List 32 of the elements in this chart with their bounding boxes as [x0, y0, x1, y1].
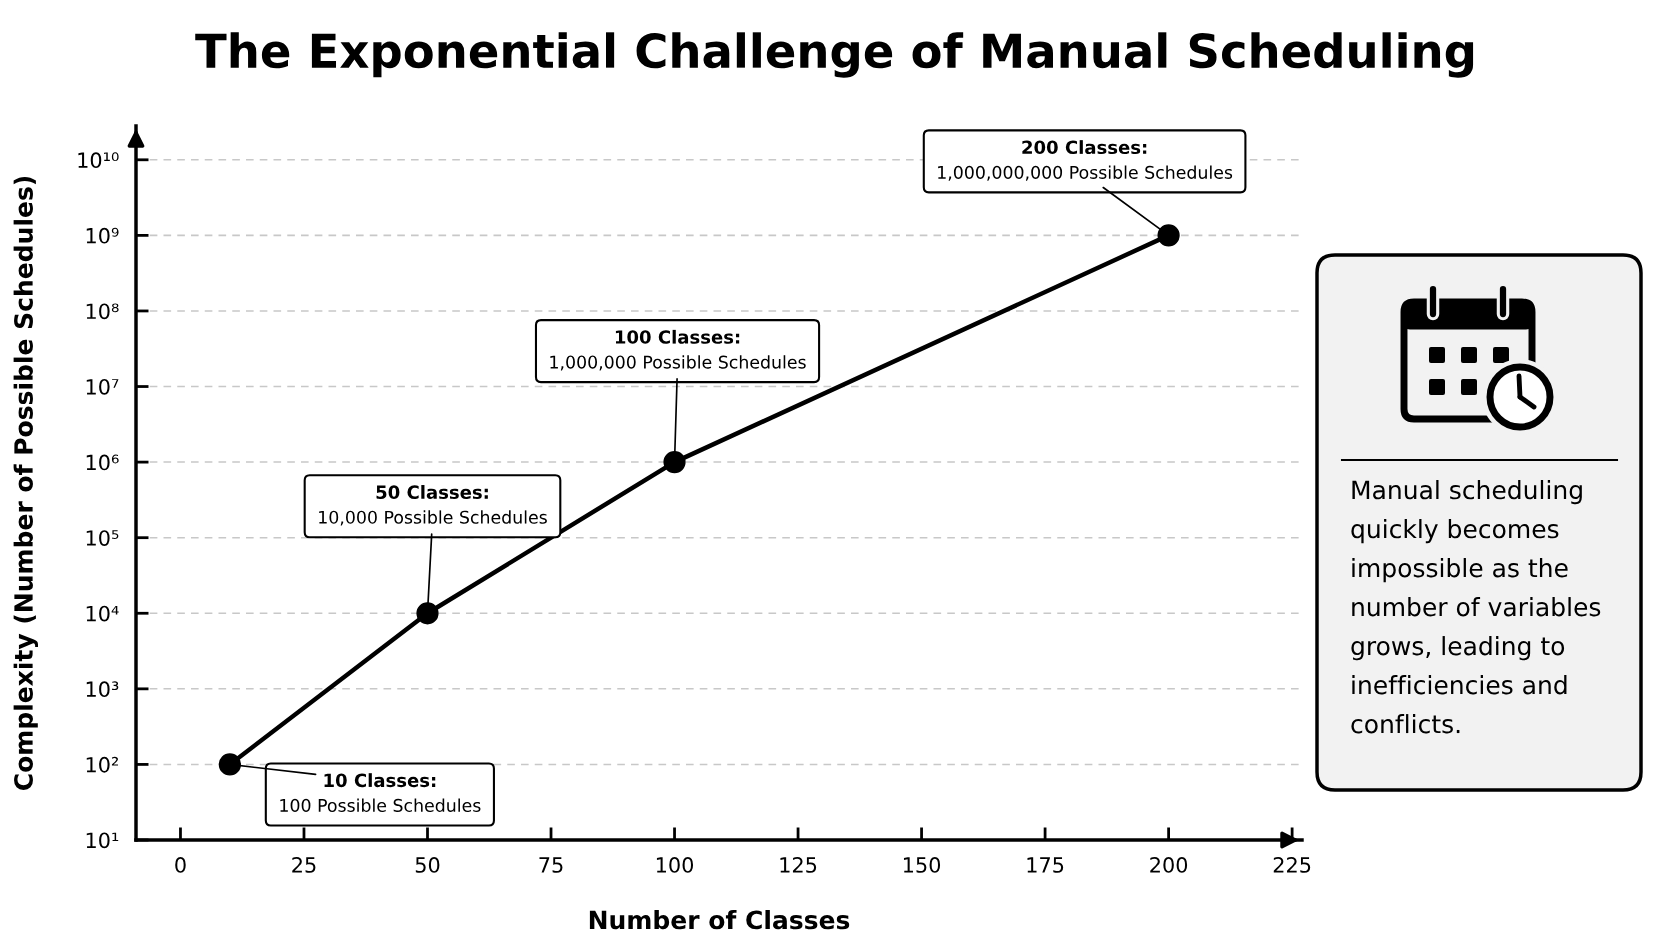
y-tick-label: 10⁸	[86, 303, 119, 320]
y-tick-label: 10⁷	[86, 378, 119, 395]
x-tick-label: 200	[1150, 857, 1188, 873]
point	[416, 602, 439, 625]
text: Manual scheduling quickly becomes impossible as the number of variables grows, leading to inefficiencies and conflicts.	[1351, 480, 1601, 734]
annotation: 50 Classes: 10,000 Possible Schedules	[319, 485, 547, 526]
x-tick-label: 75	[539, 857, 563, 873]
y-tick-label: 10⁹	[86, 227, 119, 244]
y-axis-title: Complexity (Number of Possible Schedules)	[13, 176, 38, 791]
annotation: 10 Classes: 100 Possible Schedules	[280, 773, 481, 812]
x-tick-label: 125	[780, 857, 817, 873]
point	[218, 753, 241, 776]
y-tick-label: 10³	[86, 681, 119, 698]
point	[663, 450, 686, 474]
x-tick-label: 100	[656, 857, 694, 873]
y-tick-label: 10⁵	[86, 530, 119, 546]
x-tick-label: 225	[1273, 857, 1311, 873]
x-tick-label: 25	[292, 857, 316, 873]
chart-title: The Exponential Challenge of Manual Scheduling	[195, 32, 1474, 78]
annotation: 100 Classes: 1,000,000 Possible Schedules	[550, 329, 806, 371]
y-tick-label: 10⁶	[86, 454, 119, 471]
annotation: 200 Classes: 1,000,000,000 Possible Schedules	[938, 140, 1233, 181]
x-tick-label: 175	[1027, 857, 1064, 873]
point	[1157, 224, 1180, 247]
y-tick-label: 10⁴	[86, 605, 119, 622]
x-tick-label: 0	[175, 857, 186, 873]
x-axis-title: Number of Classes	[589, 910, 850, 930]
y-tick-label: 10¹	[86, 832, 119, 849]
x-tick-label: 50	[415, 857, 440, 873]
y-tick-label: 10²	[86, 756, 119, 773]
x-tick-label: 150	[903, 857, 941, 873]
y-tick-label: 10¹⁰	[78, 152, 119, 169]
